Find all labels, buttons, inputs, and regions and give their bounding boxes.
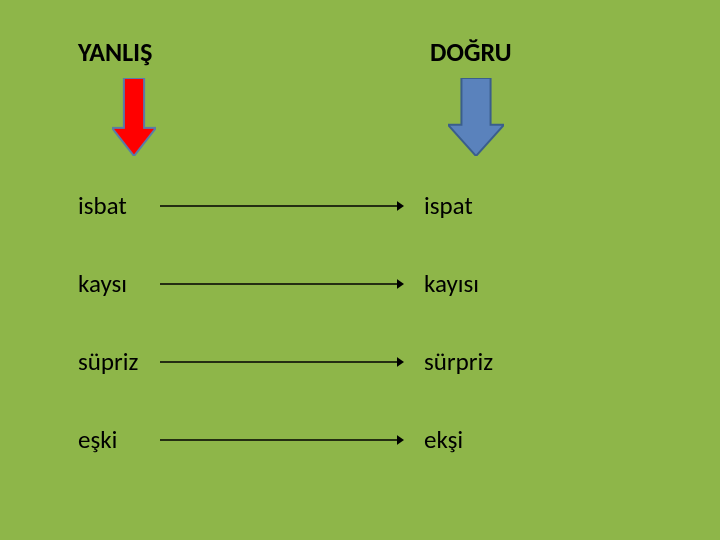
correct-word: kayısı [424, 268, 479, 299]
correct-down-arrow-icon [448, 78, 504, 156]
wrong-word: isbat [78, 190, 127, 221]
slide: YANLIŞ DOĞRU isbat ispat kaysı kayısı süpriz sü… [0, 0, 720, 540]
correct-word: ispat [424, 190, 473, 221]
correct-word: sürpriz [424, 346, 493, 377]
wrong-down-arrow-icon [112, 78, 156, 156]
connector-arrow-icon [160, 433, 404, 447]
wrong-word: eşki [78, 424, 117, 455]
header-wrong: YANLIŞ [78, 36, 152, 68]
connector-arrow-icon [160, 199, 404, 213]
connector-arrow-icon [160, 355, 404, 369]
correct-word: ekşi [424, 424, 463, 455]
wrong-word: süpriz [78, 346, 138, 377]
wrong-word: kaysı [78, 268, 127, 299]
header-correct: DOĞRU [430, 36, 512, 68]
connector-arrow-icon [160, 277, 404, 291]
